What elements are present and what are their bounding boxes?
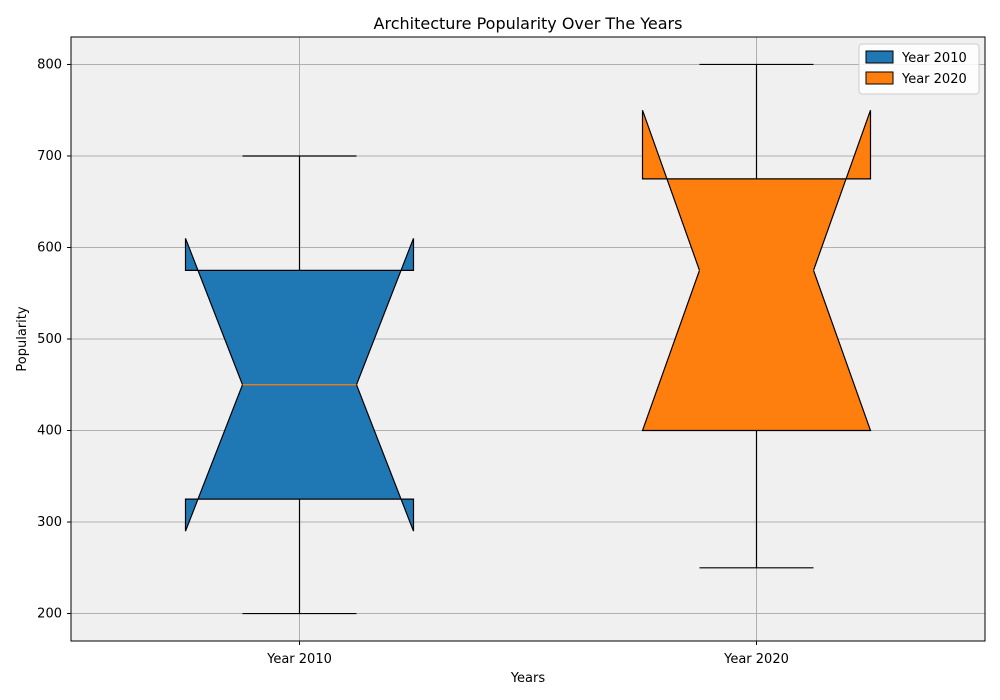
chart-title: Architecture Popularity Over The Years [374, 14, 683, 33]
y-tick-label: 400 [37, 424, 62, 439]
y-tick-label: 600 [37, 240, 62, 255]
legend-swatch [865, 71, 894, 85]
y-tick-label: 200 [37, 607, 62, 622]
boxes-layer [184, 63, 872, 615]
legend-label: Year 2010 [901, 51, 967, 66]
y-tick-label: 500 [37, 332, 62, 347]
x-axis-ticks: Year 2010 Year 2020 [266, 641, 789, 667]
box-year-2010 [184, 155, 415, 615]
y-axis-ticks: 200 300 400 500 600 700 800 [37, 57, 71, 622]
legend-swatch [865, 50, 894, 64]
x-tick-label: Year 2020 [723, 652, 789, 667]
legend-label: Year 2020 [901, 72, 967, 87]
y-tick-label: 700 [37, 149, 62, 164]
y-tick-label: 300 [37, 515, 62, 530]
x-tick-label: Year 2010 [266, 652, 332, 667]
y-axis-label: Popularity [15, 306, 30, 371]
legend: Year 2010 Year 2020 [858, 43, 980, 95]
x-axis-label: Years [510, 671, 546, 686]
box-year-2020 [641, 63, 872, 569]
y-tick-label: 800 [37, 57, 62, 72]
